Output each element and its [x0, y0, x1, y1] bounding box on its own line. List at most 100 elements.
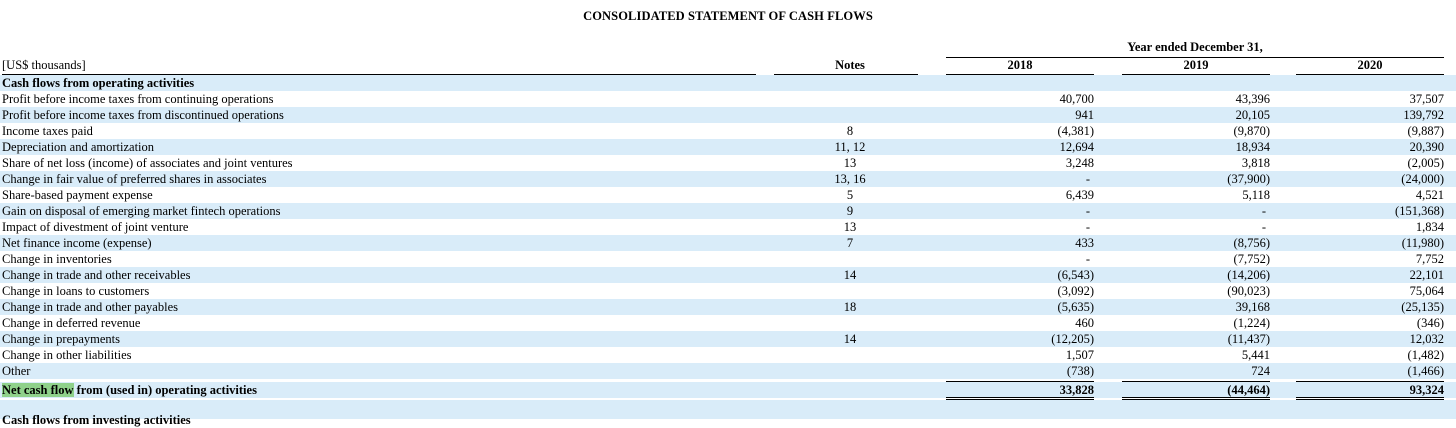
subtotal-rule-2018 [946, 381, 1094, 382]
period-underline [946, 57, 1444, 58]
header-rule-2018 [946, 74, 1094, 75]
row-value-2019: - [1261, 204, 1266, 218]
total-label-rest: from (used in) operating activities [73, 383, 257, 397]
row-note: 8 [846, 124, 854, 138]
total-label-highlight: Net cash flow [2, 383, 74, 397]
total-double-rule-2020 [1296, 397, 1444, 400]
total-2018: 33,828 [1059, 383, 1094, 397]
row-value-2018: (3,092) [1057, 284, 1094, 298]
total-double-rule-2018 [946, 397, 1094, 400]
table-row: Income taxes paid 8 (4,381) (9,870) (9,887) [0, 123, 1456, 139]
row-value-2020: (24,000) [1401, 172, 1444, 186]
table-row: Change in fair value of preferred shares… [0, 171, 1456, 187]
row-label: Impact of divestment of joint venture [2, 220, 189, 234]
units-label: [US$ thousands] [2, 58, 86, 72]
row-label: Gain on disposal of emerging market fint… [2, 204, 281, 218]
row-value-2018: - [1085, 172, 1090, 186]
table-row: Change in deferred revenue 460 (1,224) (346… [0, 315, 1456, 331]
total-double-rule-2019 [1122, 397, 1270, 400]
table-row: Change in inventories - (7,752) 7,752 [0, 251, 1456, 267]
row-value-2018: 3,248 [1065, 156, 1094, 170]
row-label: Change in fair value of preferred shares… [2, 172, 267, 186]
table-row: Profit before income taxes from continui… [0, 91, 1456, 107]
header-rule-notes [774, 74, 918, 75]
subtotal-rule-2019 [1122, 381, 1270, 382]
table-row: Profit before income taxes from disconti… [0, 107, 1456, 123]
next-section-row: Cash flows from investing activities [0, 400, 1456, 427]
row-value-2020: (25,135) [1401, 300, 1444, 314]
table-row: Impact of divestment of joint venture 13 -… [0, 219, 1456, 235]
row-value-2019: 43,396 [1235, 92, 1270, 106]
row-value-2020: 12,032 [1409, 332, 1444, 346]
row-value-2020: (151,368) [1395, 204, 1444, 218]
row-note: 13 [843, 156, 857, 170]
row-value-2018: (4,381) [1057, 124, 1094, 138]
row-label: Income taxes paid [2, 124, 93, 138]
row-label: Profit before income taxes from disconti… [2, 108, 284, 122]
subtotal-rule-2020 [1296, 381, 1444, 382]
row-value-2020: (2,005) [1407, 156, 1444, 170]
table-row: Change in other liabilities 1,507 5,441 (1,… [0, 347, 1456, 363]
row-label: Other [2, 364, 31, 378]
row-value-2020: 7,752 [1415, 252, 1444, 266]
table-row: Gain on disposal of emerging market fint… [0, 203, 1456, 219]
row-value-2020: 37,507 [1409, 92, 1444, 106]
row-value-2020: (1,466) [1407, 364, 1444, 378]
row-value-2020: 1,834 [1415, 220, 1444, 234]
row-label: Net finance income (expense) [2, 236, 152, 250]
row-value-2019: 5,118 [1242, 188, 1270, 202]
next-section-heading: Cash flows from investing activities [2, 413, 191, 427]
row-note: 14 [843, 332, 857, 346]
table-row: Share-based payment expense 5 6,439 5,118 4,… [0, 187, 1456, 203]
row-note: 5 [846, 188, 854, 202]
row-label: Change in loans to customers [2, 284, 150, 298]
row-value-2018: 12,694 [1059, 140, 1094, 154]
total-label: Net cash flow from (used in) operating a… [2, 382, 257, 398]
header-rule-2020 [1296, 74, 1444, 75]
section-heading: Cash flows from operating activities [2, 76, 195, 90]
row-value-2019: (11,437) [1227, 332, 1270, 346]
row-value-2018: 40,700 [1059, 92, 1094, 106]
row-value-2019: (1,224) [1233, 316, 1270, 330]
row-value-2018: 1,507 [1065, 348, 1094, 362]
period-header: Year ended December 31, [1127, 40, 1263, 54]
total-2020: 93,324 [1409, 383, 1444, 397]
row-value-2020: (11,980) [1401, 236, 1444, 250]
header-rule-2019 [1122, 74, 1270, 75]
row-value-2020: 139,792 [1403, 108, 1444, 122]
year-2019-header: 2019 [1183, 58, 1209, 72]
row-value-2018: (12,205) [1051, 332, 1094, 346]
row-value-2020: (346) [1416, 316, 1444, 330]
row-note: 9 [846, 204, 854, 218]
row-note: 14 [843, 268, 857, 282]
row-value-2018: 433 [1075, 236, 1094, 250]
row-value-2019: 20,105 [1235, 108, 1270, 122]
row-value-2018: 460 [1075, 316, 1094, 330]
row-value-2020: 4,521 [1415, 188, 1444, 202]
statement-title: CONSOLIDATED STATEMENT OF CASH FLOWS [583, 9, 873, 23]
year-2018-header: 2018 [1007, 58, 1033, 72]
row-label: Change in trade and other payables [2, 300, 178, 314]
row-label: Change in prepayments [2, 332, 121, 346]
row-label: Share-based payment expense [2, 188, 153, 202]
header-rule-label [2, 74, 756, 75]
row-note: 11, 12 [834, 140, 866, 154]
row-label: Change in inventories [2, 252, 112, 266]
row-value-2019: (7,752) [1233, 252, 1270, 266]
row-value-2019: (9,870) [1233, 124, 1270, 138]
row-value-2018: - [1085, 204, 1090, 218]
row-value-2018: (738) [1066, 364, 1094, 378]
row-label: Profit before income taxes from continui… [2, 92, 274, 106]
row-value-2020: 22,101 [1409, 268, 1444, 282]
row-value-2020: (1,482) [1407, 348, 1444, 362]
row-label: Depreciation and amortization [2, 140, 155, 154]
row-value-2019: (14,206) [1227, 268, 1270, 282]
row-label: Change in other liabilities [2, 348, 132, 362]
section-row: Cash flows from operating activities [0, 75, 1456, 91]
row-value-2018: - [1085, 220, 1090, 234]
row-note: 18 [843, 300, 857, 314]
row-value-2019: (90,023) [1227, 284, 1270, 298]
table-row: Other (738) 724 (1,466) [0, 363, 1456, 379]
row-value-2020: 75,064 [1409, 284, 1444, 298]
table-row: Net finance income (expense) 7 433 (8,756) (… [0, 235, 1456, 251]
